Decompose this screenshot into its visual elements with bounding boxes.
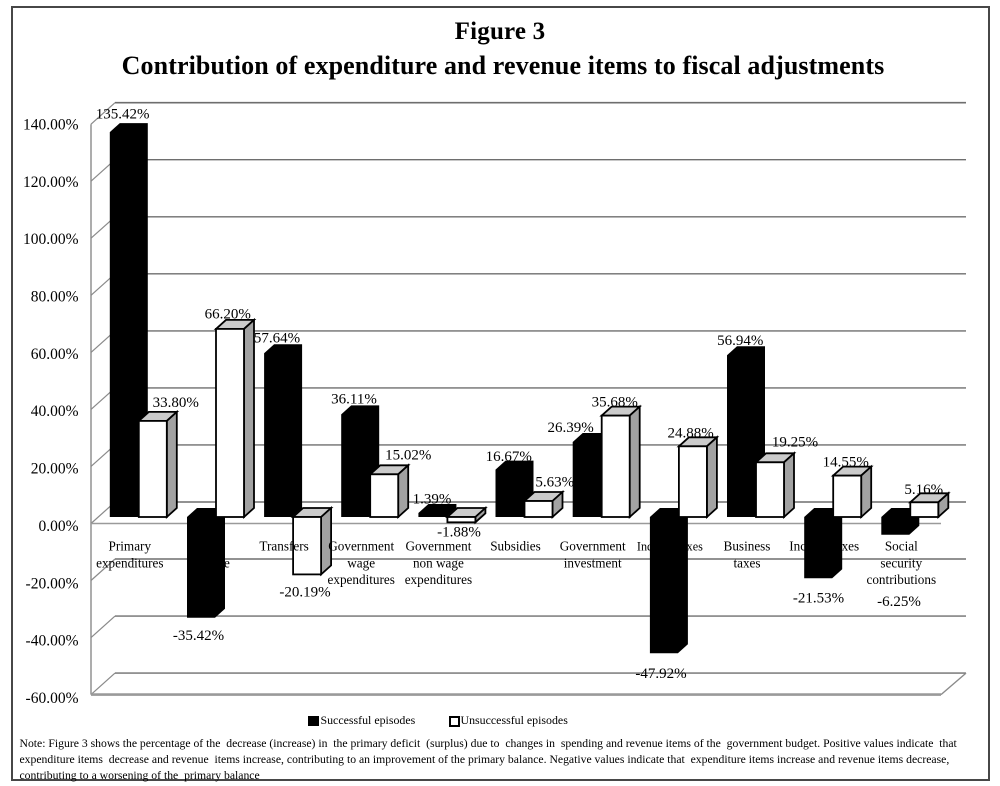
svg-text:26.39%: 26.39% <box>547 420 593 436</box>
svg-text:5.63%: 5.63% <box>535 475 574 491</box>
svg-text:Government: Government <box>405 539 471 554</box>
svg-text:36.11%: 36.11% <box>331 391 377 407</box>
svg-text:-60.00%: -60.00% <box>26 690 79 707</box>
svg-text:60.00%: 60.00% <box>31 346 79 363</box>
svg-text:Subsidies: Subsidies <box>490 539 541 554</box>
svg-text:Social: Social <box>885 539 918 554</box>
svg-text:-6.25%: -6.25% <box>877 594 921 610</box>
svg-text:wage: wage <box>347 555 375 570</box>
svg-text:66.20%: 66.20% <box>205 306 251 322</box>
svg-text:100.00%: 100.00% <box>23 231 79 248</box>
svg-text:-21.53%: -21.53% <box>793 591 844 607</box>
svg-text:-20.00%: -20.00% <box>26 575 79 592</box>
svg-text:0.00%: 0.00% <box>38 518 78 535</box>
svg-text:-40.00%: -40.00% <box>26 633 79 650</box>
svg-text:-1.88%: -1.88% <box>437 524 481 540</box>
svg-text:taxes: taxes <box>733 555 760 570</box>
svg-text:14.55%: 14.55% <box>823 455 869 471</box>
svg-text:56.94%: 56.94% <box>717 333 763 349</box>
svg-text:revenue: revenue <box>188 555 230 570</box>
svg-text:57.64%: 57.64% <box>254 330 300 346</box>
svg-text:24.88%: 24.88% <box>667 426 713 442</box>
svg-text:expenditures: expenditures <box>405 572 472 587</box>
svg-text:-47.92%: -47.92% <box>635 666 686 682</box>
svg-text:Income taxes: Income taxes <box>789 539 859 554</box>
svg-text:non wage: non wage <box>413 555 464 570</box>
svg-text:-20.19%: -20.19% <box>279 584 330 600</box>
svg-text:1.39%: 1.39% <box>413 491 452 507</box>
svg-text:contributions: contributions <box>866 572 936 587</box>
svg-text:35.68%: 35.68% <box>592 395 638 411</box>
svg-text:expenditures: expenditures <box>96 555 163 570</box>
svg-text:-35.42%: -35.42% <box>173 628 224 644</box>
svg-text:Indirect taxes: Indirect taxes <box>637 540 703 554</box>
svg-text:Total: Total <box>196 539 223 554</box>
svg-text:135.42%: 135.42% <box>96 107 150 123</box>
svg-text:80.00%: 80.00% <box>31 289 79 306</box>
svg-text:40.00%: 40.00% <box>31 403 79 420</box>
svg-text:140.00%: 140.00% <box>23 117 79 134</box>
svg-text:Transfers: Transfers <box>259 539 308 554</box>
svg-text:15.02%: 15.02% <box>385 447 431 463</box>
svg-text:Government: Government <box>328 539 394 554</box>
svg-text:expenditures: expenditures <box>328 572 395 587</box>
svg-text:Business: Business <box>724 539 771 554</box>
svg-text:Government: Government <box>560 539 626 554</box>
svg-text:security: security <box>880 555 922 570</box>
svg-text:20.00%: 20.00% <box>31 461 79 478</box>
svg-text:19.25%: 19.25% <box>772 435 818 451</box>
svg-text:16.67%: 16.67% <box>486 449 532 465</box>
svg-text:5.16%: 5.16% <box>904 482 943 498</box>
svg-text:33.80%: 33.80% <box>153 395 199 411</box>
svg-text:120.00%: 120.00% <box>23 174 79 191</box>
svg-text:Primary: Primary <box>109 539 152 554</box>
svg-text:investment: investment <box>564 555 622 570</box>
